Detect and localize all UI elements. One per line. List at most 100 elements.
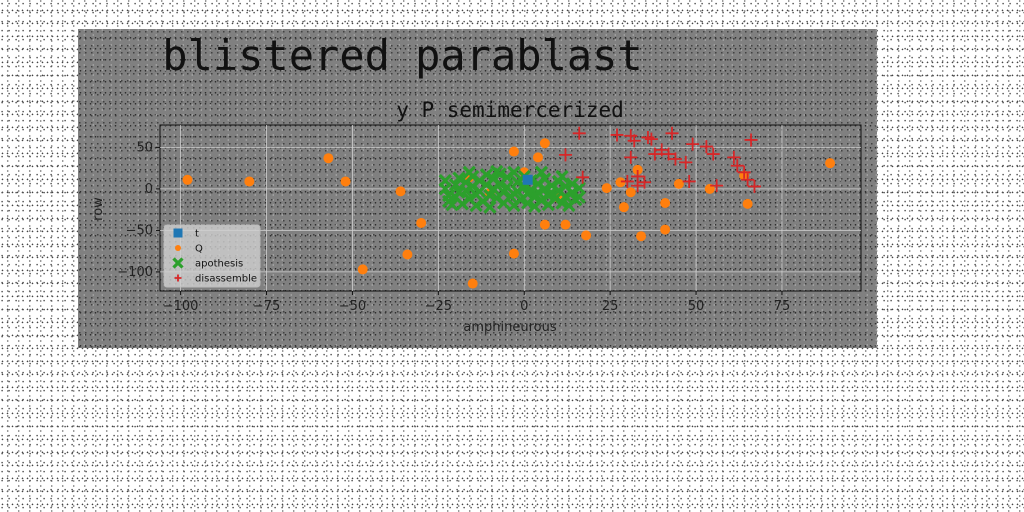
- x-tick-label: 0: [520, 299, 528, 314]
- data-point: [618, 202, 629, 213]
- legend-label: disassemble: [195, 274, 257, 285]
- legend-label: apothesis: [195, 259, 243, 270]
- plot-area: [159, 124, 862, 292]
- data-point: [673, 178, 684, 189]
- x-tick-label: 50: [688, 299, 705, 314]
- data-marks: [182, 126, 836, 289]
- data-point: [631, 179, 645, 193]
- data-point: [747, 179, 761, 193]
- data-point: [538, 182, 552, 196]
- data-point: [620, 174, 634, 188]
- data-point: [572, 190, 586, 204]
- data-point: [402, 249, 413, 260]
- x-tick-label: −50: [339, 299, 366, 314]
- data-point: [632, 164, 643, 175]
- data-point: [641, 130, 655, 144]
- x-tick-label: 25: [602, 299, 619, 314]
- series-Q: [182, 138, 836, 289]
- y-axis-ticks: −100 −50 0 50: [117, 140, 160, 280]
- data-point: [825, 158, 836, 169]
- y-axis-label: row: [91, 197, 106, 221]
- data-point: [357, 264, 368, 275]
- series-t: [522, 174, 533, 185]
- data-point: [601, 183, 612, 194]
- data-point: [660, 224, 671, 235]
- data-point: [558, 189, 573, 204]
- data-point: [655, 143, 669, 157]
- data-point: [742, 198, 753, 209]
- y-tick-label: 0: [145, 182, 153, 197]
- x-tick-label: −25: [425, 299, 452, 314]
- y-tick-label: −100: [117, 265, 153, 280]
- data-point: [539, 219, 550, 230]
- x-tick-label: 75: [774, 299, 791, 314]
- legend-box: [163, 224, 261, 288]
- data-point: [706, 147, 720, 161]
- data-point: [625, 187, 636, 198]
- legend-marker: [172, 257, 184, 269]
- y-tick-label: 50: [136, 140, 153, 155]
- data-point: [610, 128, 624, 142]
- data-point: [638, 175, 652, 189]
- data-point: [469, 198, 483, 213]
- data-point: [244, 176, 255, 187]
- y-tick-label: −50: [126, 223, 153, 238]
- data-point: [727, 150, 741, 164]
- legend-marker: [173, 228, 183, 238]
- data-point: [507, 165, 521, 179]
- data-point: [558, 148, 572, 162]
- data-point: [627, 134, 641, 148]
- scatter-chart: y P semimercerized −100 −75 −50 −25 0 25 50 75 …: [91, 98, 862, 335]
- data-point: [644, 132, 658, 146]
- x-tick-label: −100: [163, 299, 199, 314]
- data-point: [340, 176, 351, 187]
- data-point: [532, 152, 543, 163]
- data-point: [462, 165, 476, 179]
- data-point: [467, 278, 478, 289]
- x-axis-ticks: −100 −75 −50 −25 0 25 50 75: [163, 291, 790, 314]
- data-point: [500, 180, 514, 194]
- x-axis-label: amphineurous: [463, 320, 556, 335]
- legend-marker: [174, 274, 182, 282]
- data-point: [560, 219, 571, 230]
- legend-label: Q: [195, 244, 203, 255]
- series-disassemble: [558, 126, 761, 193]
- data-point: [665, 126, 679, 140]
- data-point: [438, 182, 452, 196]
- data-point: [539, 138, 550, 149]
- data-point: [662, 147, 676, 161]
- data-point: [534, 165, 549, 179]
- figure-title: blistered parablast: [162, 31, 643, 80]
- legend-marker: [175, 245, 181, 251]
- data-point: [182, 174, 193, 185]
- figure: y P semimercerized −100 −75 −50 −25 0 25 50 75 …: [78, 29, 877, 348]
- x-tick-label: −75: [253, 299, 280, 314]
- data-point: [699, 140, 713, 154]
- data-point: [682, 174, 696, 188]
- legend-label: t: [195, 229, 199, 240]
- data-point: [741, 173, 755, 187]
- data-point: [416, 217, 427, 228]
- data-point: [660, 198, 671, 209]
- data-point: [615, 177, 626, 188]
- data-point: [730, 159, 744, 173]
- data-point: [531, 185, 545, 199]
- data-point: [668, 152, 682, 166]
- data-point: [452, 171, 466, 185]
- series-apothesis: [438, 164, 586, 214]
- data-point: [323, 153, 334, 164]
- data-point: [395, 186, 406, 197]
- data-point: [576, 170, 590, 184]
- plot-title: y P semimercerized: [396, 98, 624, 122]
- data-point: [744, 133, 758, 147]
- data-point: [572, 126, 586, 140]
- data-point: [508, 248, 519, 259]
- data-point: [448, 178, 463, 192]
- data-point: [636, 231, 647, 242]
- data-point: [459, 183, 473, 198]
- data-point: [710, 179, 724, 193]
- data-point: [490, 164, 504, 179]
- data-point: [555, 169, 569, 184]
- data-point: [737, 165, 751, 179]
